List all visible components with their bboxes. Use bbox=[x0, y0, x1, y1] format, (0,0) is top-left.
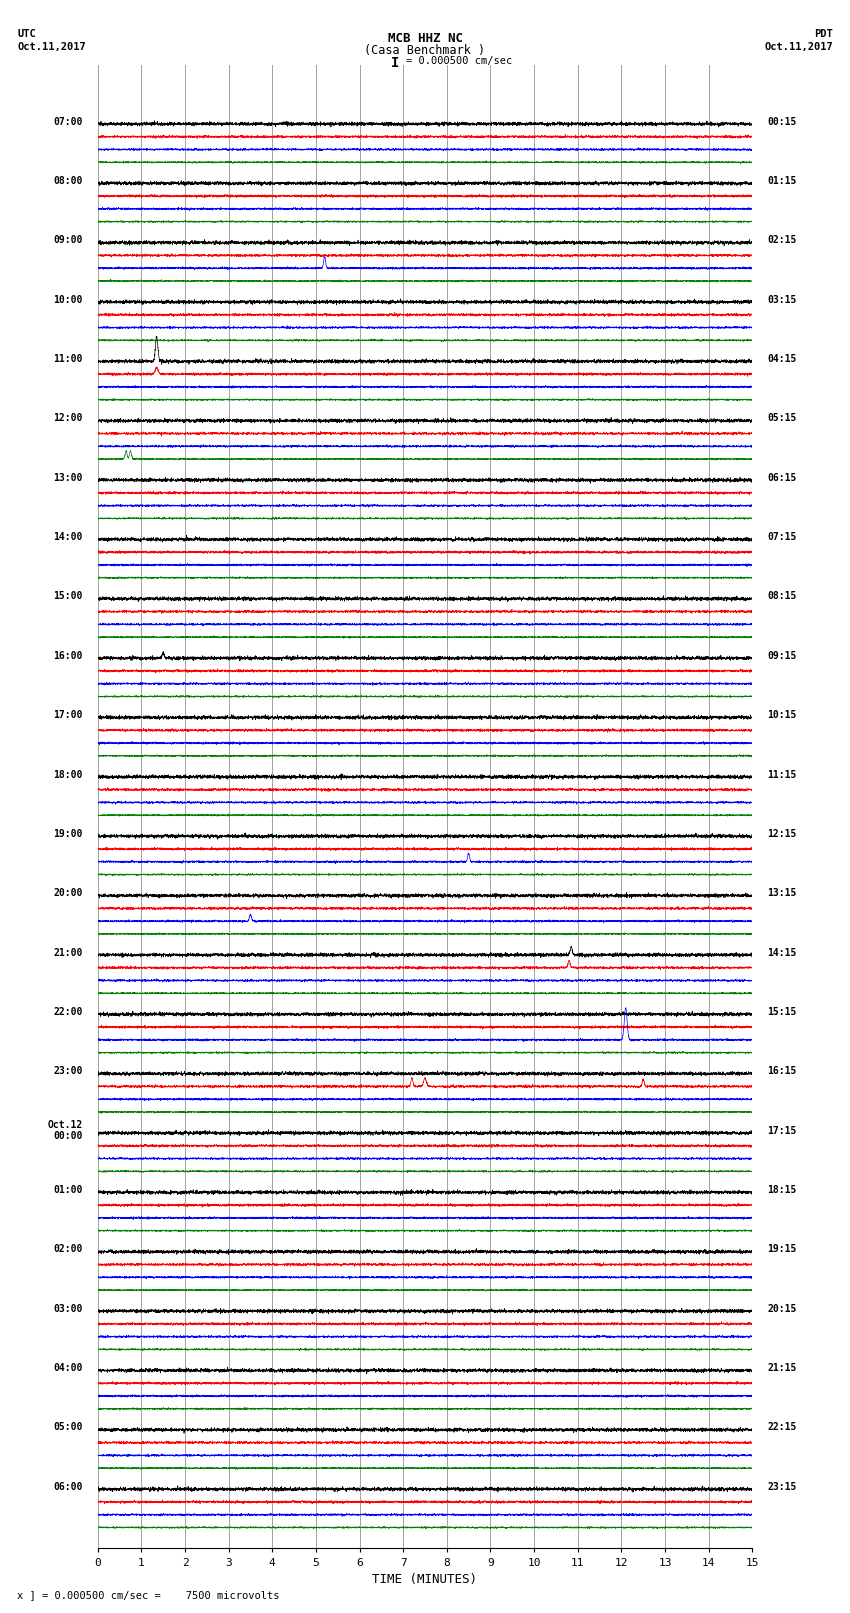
Text: 08:00: 08:00 bbox=[53, 176, 82, 185]
Text: 04:00: 04:00 bbox=[53, 1363, 82, 1373]
Text: 02:00: 02:00 bbox=[53, 1244, 82, 1255]
Text: 05:15: 05:15 bbox=[768, 413, 797, 423]
Text: 19:15: 19:15 bbox=[768, 1244, 797, 1255]
Text: 10:00: 10:00 bbox=[53, 295, 82, 305]
Text: Oct.12
00:00: Oct.12 00:00 bbox=[48, 1119, 82, 1142]
Text: 10:15: 10:15 bbox=[768, 710, 797, 719]
Text: 09:15: 09:15 bbox=[768, 650, 797, 661]
Text: 18:00: 18:00 bbox=[53, 769, 82, 779]
Text: 23:15: 23:15 bbox=[768, 1482, 797, 1492]
Text: = 0.000500 cm/sec: = 0.000500 cm/sec bbox=[406, 56, 513, 66]
Text: 13:00: 13:00 bbox=[53, 473, 82, 482]
Text: 00:15: 00:15 bbox=[768, 116, 797, 126]
Text: (Casa Benchmark ): (Casa Benchmark ) bbox=[365, 44, 485, 56]
Text: 17:00: 17:00 bbox=[53, 710, 82, 719]
Text: 01:15: 01:15 bbox=[768, 176, 797, 185]
Text: MCB HHZ NC: MCB HHZ NC bbox=[388, 32, 462, 45]
Text: UTC: UTC bbox=[17, 29, 36, 39]
Text: 14:00: 14:00 bbox=[53, 532, 82, 542]
Text: 15:15: 15:15 bbox=[768, 1007, 797, 1016]
Text: 22:15: 22:15 bbox=[768, 1423, 797, 1432]
Text: 16:00: 16:00 bbox=[53, 650, 82, 661]
Text: 05:00: 05:00 bbox=[53, 1423, 82, 1432]
Text: 11:15: 11:15 bbox=[768, 769, 797, 779]
Text: 11:00: 11:00 bbox=[53, 353, 82, 365]
Text: 20:00: 20:00 bbox=[53, 889, 82, 898]
Text: 21:00: 21:00 bbox=[53, 947, 82, 958]
Text: Oct.11,2017: Oct.11,2017 bbox=[764, 42, 833, 52]
Text: 14:15: 14:15 bbox=[768, 947, 797, 958]
X-axis label: TIME (MINUTES): TIME (MINUTES) bbox=[372, 1573, 478, 1586]
Text: 09:00: 09:00 bbox=[53, 235, 82, 245]
Text: 19:00: 19:00 bbox=[53, 829, 82, 839]
Text: 07:15: 07:15 bbox=[768, 532, 797, 542]
Text: 18:15: 18:15 bbox=[768, 1186, 797, 1195]
Text: 17:15: 17:15 bbox=[768, 1126, 797, 1136]
Text: 02:15: 02:15 bbox=[768, 235, 797, 245]
Text: 08:15: 08:15 bbox=[768, 592, 797, 602]
Text: 01:00: 01:00 bbox=[53, 1186, 82, 1195]
Text: 12:15: 12:15 bbox=[768, 829, 797, 839]
Text: 04:15: 04:15 bbox=[768, 353, 797, 365]
Text: 23:00: 23:00 bbox=[53, 1066, 82, 1076]
Text: 13:15: 13:15 bbox=[768, 889, 797, 898]
Text: 06:00: 06:00 bbox=[53, 1482, 82, 1492]
Text: 06:15: 06:15 bbox=[768, 473, 797, 482]
Text: 03:15: 03:15 bbox=[768, 295, 797, 305]
Text: 16:15: 16:15 bbox=[768, 1066, 797, 1076]
Text: 21:15: 21:15 bbox=[768, 1363, 797, 1373]
Text: 12:00: 12:00 bbox=[53, 413, 82, 423]
Text: 15:00: 15:00 bbox=[53, 592, 82, 602]
Text: 03:00: 03:00 bbox=[53, 1303, 82, 1313]
Text: 22:00: 22:00 bbox=[53, 1007, 82, 1016]
Text: Oct.11,2017: Oct.11,2017 bbox=[17, 42, 86, 52]
Text: x ] = 0.000500 cm/sec =    7500 microvolts: x ] = 0.000500 cm/sec = 7500 microvolts bbox=[17, 1590, 280, 1600]
Text: PDT: PDT bbox=[814, 29, 833, 39]
Text: 20:15: 20:15 bbox=[768, 1303, 797, 1313]
Text: 07:00: 07:00 bbox=[53, 116, 82, 126]
Text: I: I bbox=[391, 56, 399, 71]
